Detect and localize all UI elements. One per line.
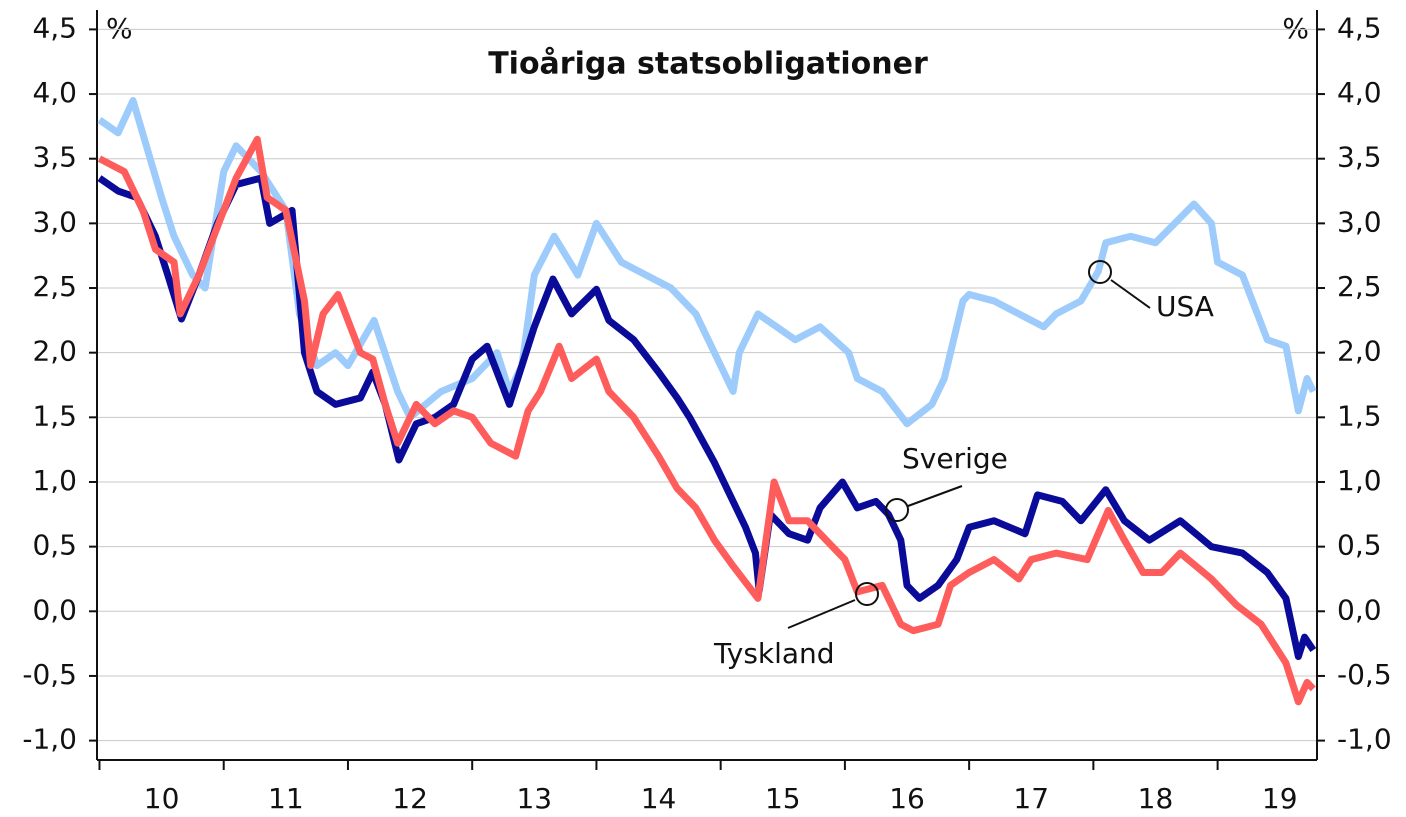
series-label: Sverige <box>902 442 1008 475</box>
y-tick-label: 2,0 <box>32 335 77 368</box>
x-tick-label: 19 <box>1262 782 1298 815</box>
label-marker <box>885 498 909 522</box>
y-tick-label: 3,0 <box>32 205 77 238</box>
label-marker <box>855 582 879 606</box>
x-tick-label: 17 <box>1013 782 1049 815</box>
y2-tick-label: -1,0 <box>1337 723 1392 756</box>
y-tick-label: -1,0 <box>22 723 77 756</box>
y2-tick-label: 4,5 <box>1337 11 1382 44</box>
series-label: USA <box>1156 290 1214 323</box>
x-tick-label: 10 <box>144 782 180 815</box>
y-tick-label: 0,5 <box>32 529 77 562</box>
y-tick-label: -0,5 <box>22 658 77 691</box>
y-axis-unit: % <box>106 12 133 45</box>
y-tick-label: 1,0 <box>32 464 77 497</box>
y-tick-label: 3,5 <box>32 141 77 174</box>
y-tick-label: 2,5 <box>32 270 77 303</box>
y2-tick-label: 3,5 <box>1337 141 1382 174</box>
y2-tick-label: 3,0 <box>1337 205 1382 238</box>
y2-tick-label: 1,0 <box>1337 464 1382 497</box>
series-label: Tyskland <box>713 637 835 670</box>
leader-line <box>787 599 856 629</box>
x-tick-label: 15 <box>765 782 801 815</box>
y2-tick-label: 4,0 <box>1337 76 1382 109</box>
leader-line <box>1110 279 1151 309</box>
y-tick-label: 4,5 <box>32 11 77 44</box>
x-tick-label: 18 <box>1138 782 1174 815</box>
leader-line <box>907 485 963 507</box>
chart-title: Tioåriga statsobligationer <box>488 46 928 82</box>
y2-tick-label: 0,0 <box>1337 593 1382 626</box>
x-tick-label: 12 <box>392 782 428 815</box>
y-tick-label: 4,0 <box>32 76 77 109</box>
x-tick-label: 14 <box>641 782 677 815</box>
series-line <box>97 135 1316 706</box>
x-tick-label: 16 <box>889 782 925 815</box>
y2-tick-label: 0,5 <box>1337 529 1382 562</box>
x-tick-label: 11 <box>268 782 304 815</box>
y2-tick-label: 1,5 <box>1337 399 1382 432</box>
x-tick-label: 13 <box>516 782 552 815</box>
y-tick-label: 1,5 <box>32 399 77 432</box>
label-marker <box>1088 260 1112 284</box>
y-tick-label: 0,0 <box>32 593 77 626</box>
y2-tick-label: 2,5 <box>1337 270 1382 303</box>
series-line <box>97 97 1317 428</box>
y2-tick-label: -0,5 <box>1337 658 1392 691</box>
y2-tick-label: 2,0 <box>1337 335 1382 368</box>
y2-axis-unit: % <box>1282 12 1309 45</box>
